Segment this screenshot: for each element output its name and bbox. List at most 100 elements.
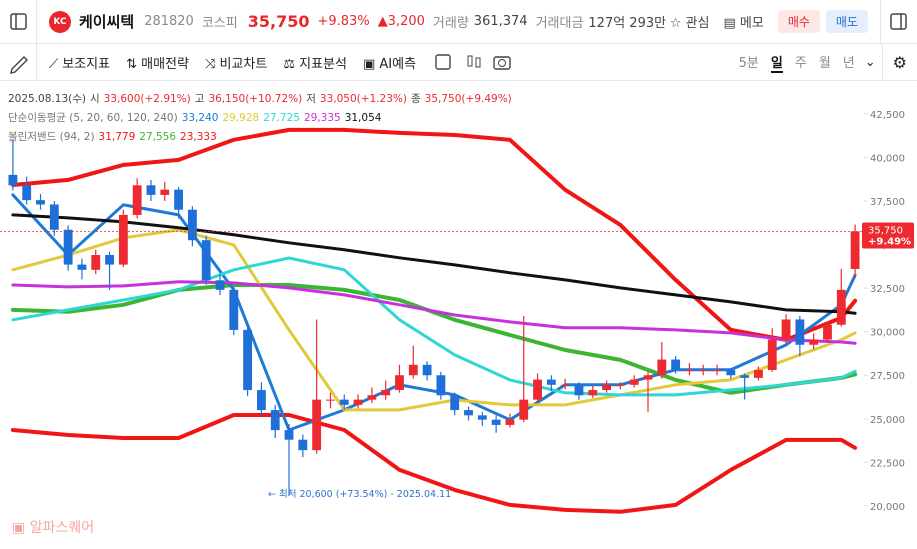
candle-body: [450, 395, 460, 411]
y-tick-label: 37,500: [870, 197, 905, 208]
y-tick-label: 40,000: [870, 153, 905, 164]
ma-value: 27,725: [263, 112, 300, 124]
ai-button[interactable]: ▣ AI예측: [362, 56, 417, 72]
candle-body: [105, 255, 114, 265]
price: 35,750: [247, 12, 310, 31]
market: 코스피: [201, 16, 238, 31]
watch-label: 관심: [685, 16, 710, 31]
candle-body: [118, 214, 128, 265]
min-note: ← 최저 20,600 (+73.54%) - 2025.04.11: [268, 489, 451, 500]
candle-body: [160, 189, 170, 195]
candle-body: [602, 384, 611, 391]
bollinger-line: [10, 283, 858, 395]
candle-body: [395, 375, 404, 391]
candle-body: [836, 289, 846, 325]
candle-body: [408, 364, 418, 376]
candle-body: [270, 410, 280, 431]
candle-body: [91, 255, 101, 270]
bb-title: 볼린저밴드 (94, 2): [8, 131, 95, 143]
bollinger-line: [10, 413, 858, 514]
y-tick-label: 20,000: [870, 502, 905, 513]
candle-body: [726, 370, 736, 376]
y-tick-label: 30,000: [870, 328, 905, 339]
candle-body: [146, 185, 156, 195]
moving-average-line: [11, 256, 857, 397]
ma-title: 단순이동평균 (5, 20, 60, 120, 240): [8, 112, 178, 124]
bb-value: 27,556: [139, 131, 177, 143]
candle-body: [381, 390, 391, 396]
ohlc-label: 종: [411, 93, 421, 105]
candle-body: [201, 240, 211, 281]
candle-body: [685, 370, 694, 372]
candle-body: [464, 410, 473, 416]
moving-average-line: [11, 228, 857, 412]
amount: 127억 293만: [588, 16, 667, 31]
period-tab[interactable]: 5분: [738, 55, 759, 71]
ohlc-label: 시: [89, 93, 100, 105]
panel-toggle[interactable]: [881, 0, 917, 44]
stock-code: 281820: [144, 14, 194, 29]
ma-value: 33,240: [181, 112, 219, 124]
candle-body: [312, 399, 322, 451]
candle-body: [629, 379, 639, 385]
sell-button[interactable]: 매도: [825, 10, 868, 33]
memo-button[interactable]: ▤ 메모: [723, 16, 764, 31]
candle-body: [712, 370, 722, 372]
period-tab[interactable]: 년: [842, 55, 855, 71]
candle-body: [422, 364, 432, 376]
strategy-label: 매매전략: [141, 56, 189, 72]
candle-body: [698, 370, 708, 372]
settings[interactable]: ⚙: [892, 52, 907, 72]
more[interactable]: ⌄: [864, 54, 876, 70]
candle-body: [781, 319, 791, 340]
period-tab[interactable]: 주: [794, 55, 807, 71]
draw-tool[interactable]: [0, 44, 36, 80]
ai-label: AI예측: [379, 56, 417, 72]
candle-body: [36, 200, 45, 205]
toolbar: ⟋ 보조지표 ⇅ 매매전략 ⤨ 비교차트 ⚖ 지표분석 ▣ AI예측 5분 일 주 월…: [0, 44, 917, 81]
tool-icons[interactable]: [432, 44, 522, 80]
buy-button[interactable]: 매수: [777, 10, 820, 33]
ohlc-pct: (+1.23%): [356, 93, 407, 105]
period-tab[interactable]: 월: [818, 55, 831, 71]
sidebar-toggle[interactable]: [0, 0, 36, 44]
ohlc-pct: (+10.72%): [245, 93, 303, 105]
candle-body: [367, 395, 377, 400]
candle-body: [795, 319, 805, 345]
bollinger-line: [10, 127, 858, 342]
price-chart: 20,00022,50025,00027,50030,00032,50035,0…: [0, 110, 914, 514]
compare-button[interactable]: ⤨ 비교차트: [204, 56, 268, 72]
bb-value: 23,333: [180, 131, 217, 143]
stock-header: KC 케이씨텍 281820 코스피 35,750 +9.83% ▲3,200 …: [0, 0, 917, 44]
candle-body: [187, 209, 197, 241]
candles: [8, 140, 860, 496]
candle-body: [588, 390, 598, 396]
watermark: ▣ 알파스퀘어: [12, 520, 95, 536]
period-tab[interactable]: 일: [770, 52, 783, 73]
analysis-label: 지표분석: [299, 56, 347, 72]
price-tag: [862, 222, 914, 249]
candle-body: [215, 280, 225, 290]
candle-body: [671, 359, 681, 371]
ma-value: 29,335: [303, 112, 341, 124]
ma-value: 31,054: [344, 112, 382, 124]
candle-body: [243, 329, 253, 391]
candle-body: [22, 185, 32, 201]
candle-body: [229, 289, 239, 330]
candle-body: [823, 324, 832, 340]
y-tick-label: 32,500: [870, 284, 905, 295]
candle-body: [560, 384, 570, 386]
watch-button[interactable]: ☆ 관심: [669, 16, 710, 31]
ohlc-value: 33,600: [103, 93, 141, 105]
ma-info: 단순이동평균 (5, 20, 60, 120, 240) 33,240 29,928…: [8, 110, 385, 125]
indicators-button[interactable]: ⟋ 보조지표: [49, 56, 111, 72]
ohlc-label: 저: [306, 93, 316, 105]
candle-body: [767, 339, 777, 371]
candle-body: [546, 379, 556, 385]
strategy-button[interactable]: ⇅ 매매전략: [126, 56, 189, 72]
analysis-button[interactable]: ⚖ 지표분석: [283, 56, 347, 72]
candle-body: [257, 390, 266, 411]
candle-body: [298, 439, 308, 451]
stock-logo: KC: [49, 10, 71, 33]
